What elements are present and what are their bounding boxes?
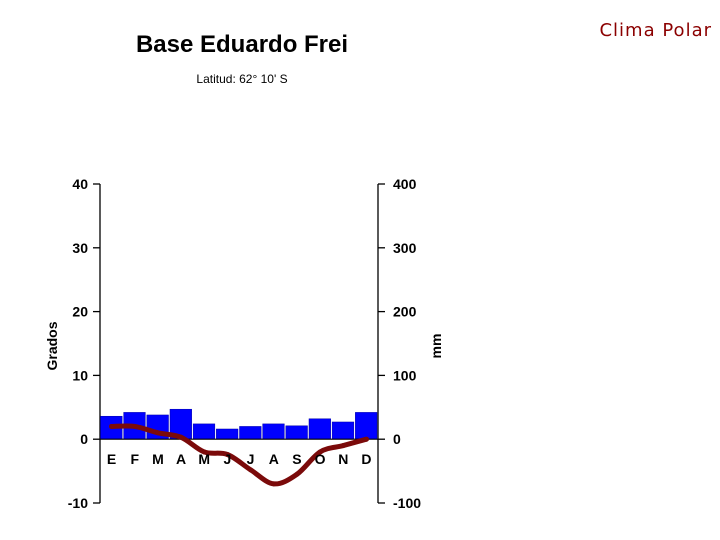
temperature-point: [201, 449, 207, 455]
x-tick-label: N: [338, 451, 348, 467]
precipitation-bar: [308, 418, 331, 440]
x-tick-label: J: [224, 451, 232, 467]
x-tick-label: A: [269, 451, 279, 467]
temperature-point: [294, 471, 300, 477]
right-axis-tick-label: 200: [393, 304, 417, 320]
x-tick-label: E: [107, 451, 116, 467]
x-tick-label: F: [130, 451, 139, 467]
chart-subtitle: Latitud: 62° 10' S: [196, 72, 287, 86]
temperature-point: [109, 423, 115, 429]
temperature-point: [317, 449, 323, 455]
temperature-point: [363, 436, 369, 442]
left-axis-tick-label: 30: [72, 240, 88, 256]
temperature-point: [178, 434, 184, 440]
x-tick-label: A: [176, 451, 186, 467]
precipitation-bar: [331, 421, 355, 440]
right-axis-label: mm: [428, 334, 444, 359]
left-axis-tick-label: 10: [72, 367, 88, 383]
right-axis-tick-label: -100: [393, 495, 421, 511]
temperature-point: [132, 423, 138, 429]
left-axis-tick-label: 20: [72, 304, 88, 320]
temperature-point: [340, 443, 346, 449]
slide-corner-title: Clima Polar: [599, 20, 712, 41]
right-axis-tick-label: 100: [393, 367, 417, 383]
x-tick-label: S: [292, 451, 301, 467]
temperature-point: [155, 430, 161, 436]
x-tick-label: J: [247, 451, 255, 467]
precipitation-bar: [216, 428, 239, 440]
x-tick-label: O: [315, 451, 326, 467]
precipitation-bar: [192, 423, 216, 440]
right-axis-tick-label: 0: [393, 431, 401, 447]
precipitation-bar: [285, 425, 308, 440]
temperature-series: [109, 423, 369, 487]
precipitation-bars: [100, 408, 378, 440]
x-tick-label: D: [361, 451, 371, 467]
precipitation-bar: [355, 412, 378, 440]
right-axis: 400 300 200 100 0 -100: [377, 176, 421, 511]
x-tick-label: M: [198, 451, 210, 467]
left-axis-tick-label: 40: [72, 176, 88, 192]
left-axis: 40 30 20 10 0 -10: [68, 176, 101, 511]
right-axis-tick-label: 300: [393, 240, 417, 256]
left-axis-label: Grados: [44, 321, 60, 370]
temperature-point: [271, 481, 277, 487]
x-tick-label: M: [152, 451, 164, 467]
right-axis-tick-label: 400: [393, 176, 417, 192]
precipitation-bar: [239, 426, 262, 440]
left-axis-tick-label: -10: [68, 495, 88, 511]
temperature-point: [248, 467, 254, 473]
left-axis-tick-label: 0: [80, 431, 88, 447]
precipitation-bar: [262, 423, 285, 440]
temperature-point: [224, 452, 230, 458]
chart-title: Base Eduardo Frei: [136, 31, 348, 58]
